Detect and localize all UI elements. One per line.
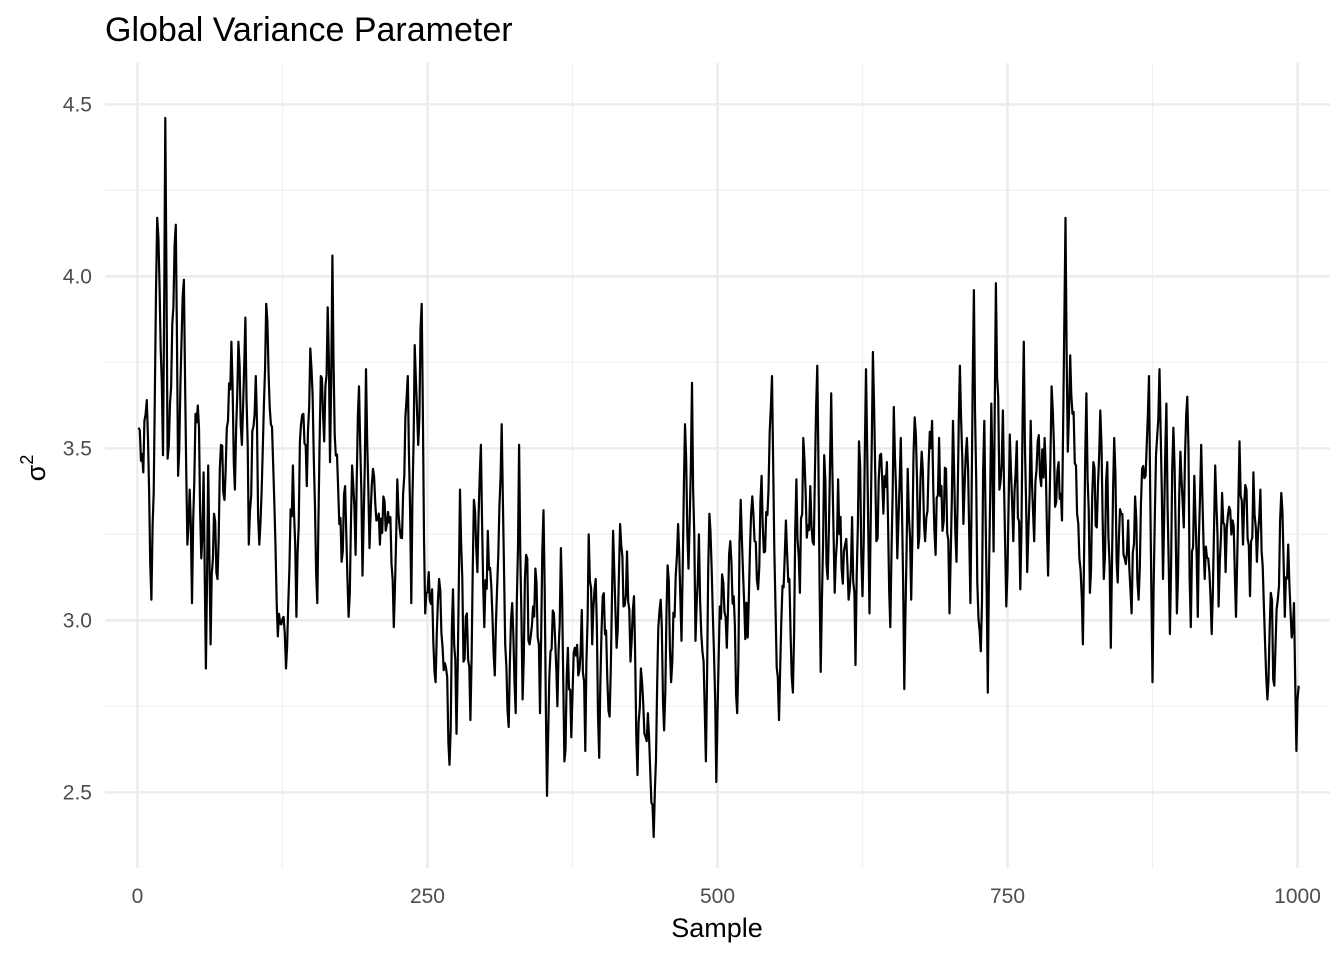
y-axis-label: σ2 — [17, 455, 51, 482]
y-tick-labels: 2.5 3.0 3.5 4.0 4.5 — [63, 93, 92, 804]
x-tick-label: 0 — [132, 885, 144, 908]
x-tick-label: 500 — [700, 885, 735, 908]
y-tick-label: 4.0 — [63, 265, 92, 288]
x-axis-label: Sample — [671, 913, 763, 943]
y-tick-label: 3.0 — [63, 609, 92, 632]
y-axis-label-base: σ — [21, 464, 51, 481]
x-tick-label: 250 — [410, 885, 445, 908]
svg-text:σ2: σ2 — [17, 455, 51, 482]
sigma2-trace-line — [137, 116, 1300, 839]
y-tick-label: 2.5 — [63, 781, 92, 804]
x-tick-label: 1000 — [1274, 885, 1321, 908]
x-tick-labels: 0 250 500 750 1000 — [132, 885, 1321, 908]
y-tick-label: 3.5 — [63, 437, 92, 460]
y-tick-label: 4.5 — [63, 93, 92, 116]
y-axis-label-superscript: 2 — [17, 455, 37, 465]
x-tick-label: 750 — [990, 885, 1025, 908]
chart-title: Global Variance Parameter — [105, 11, 513, 49]
